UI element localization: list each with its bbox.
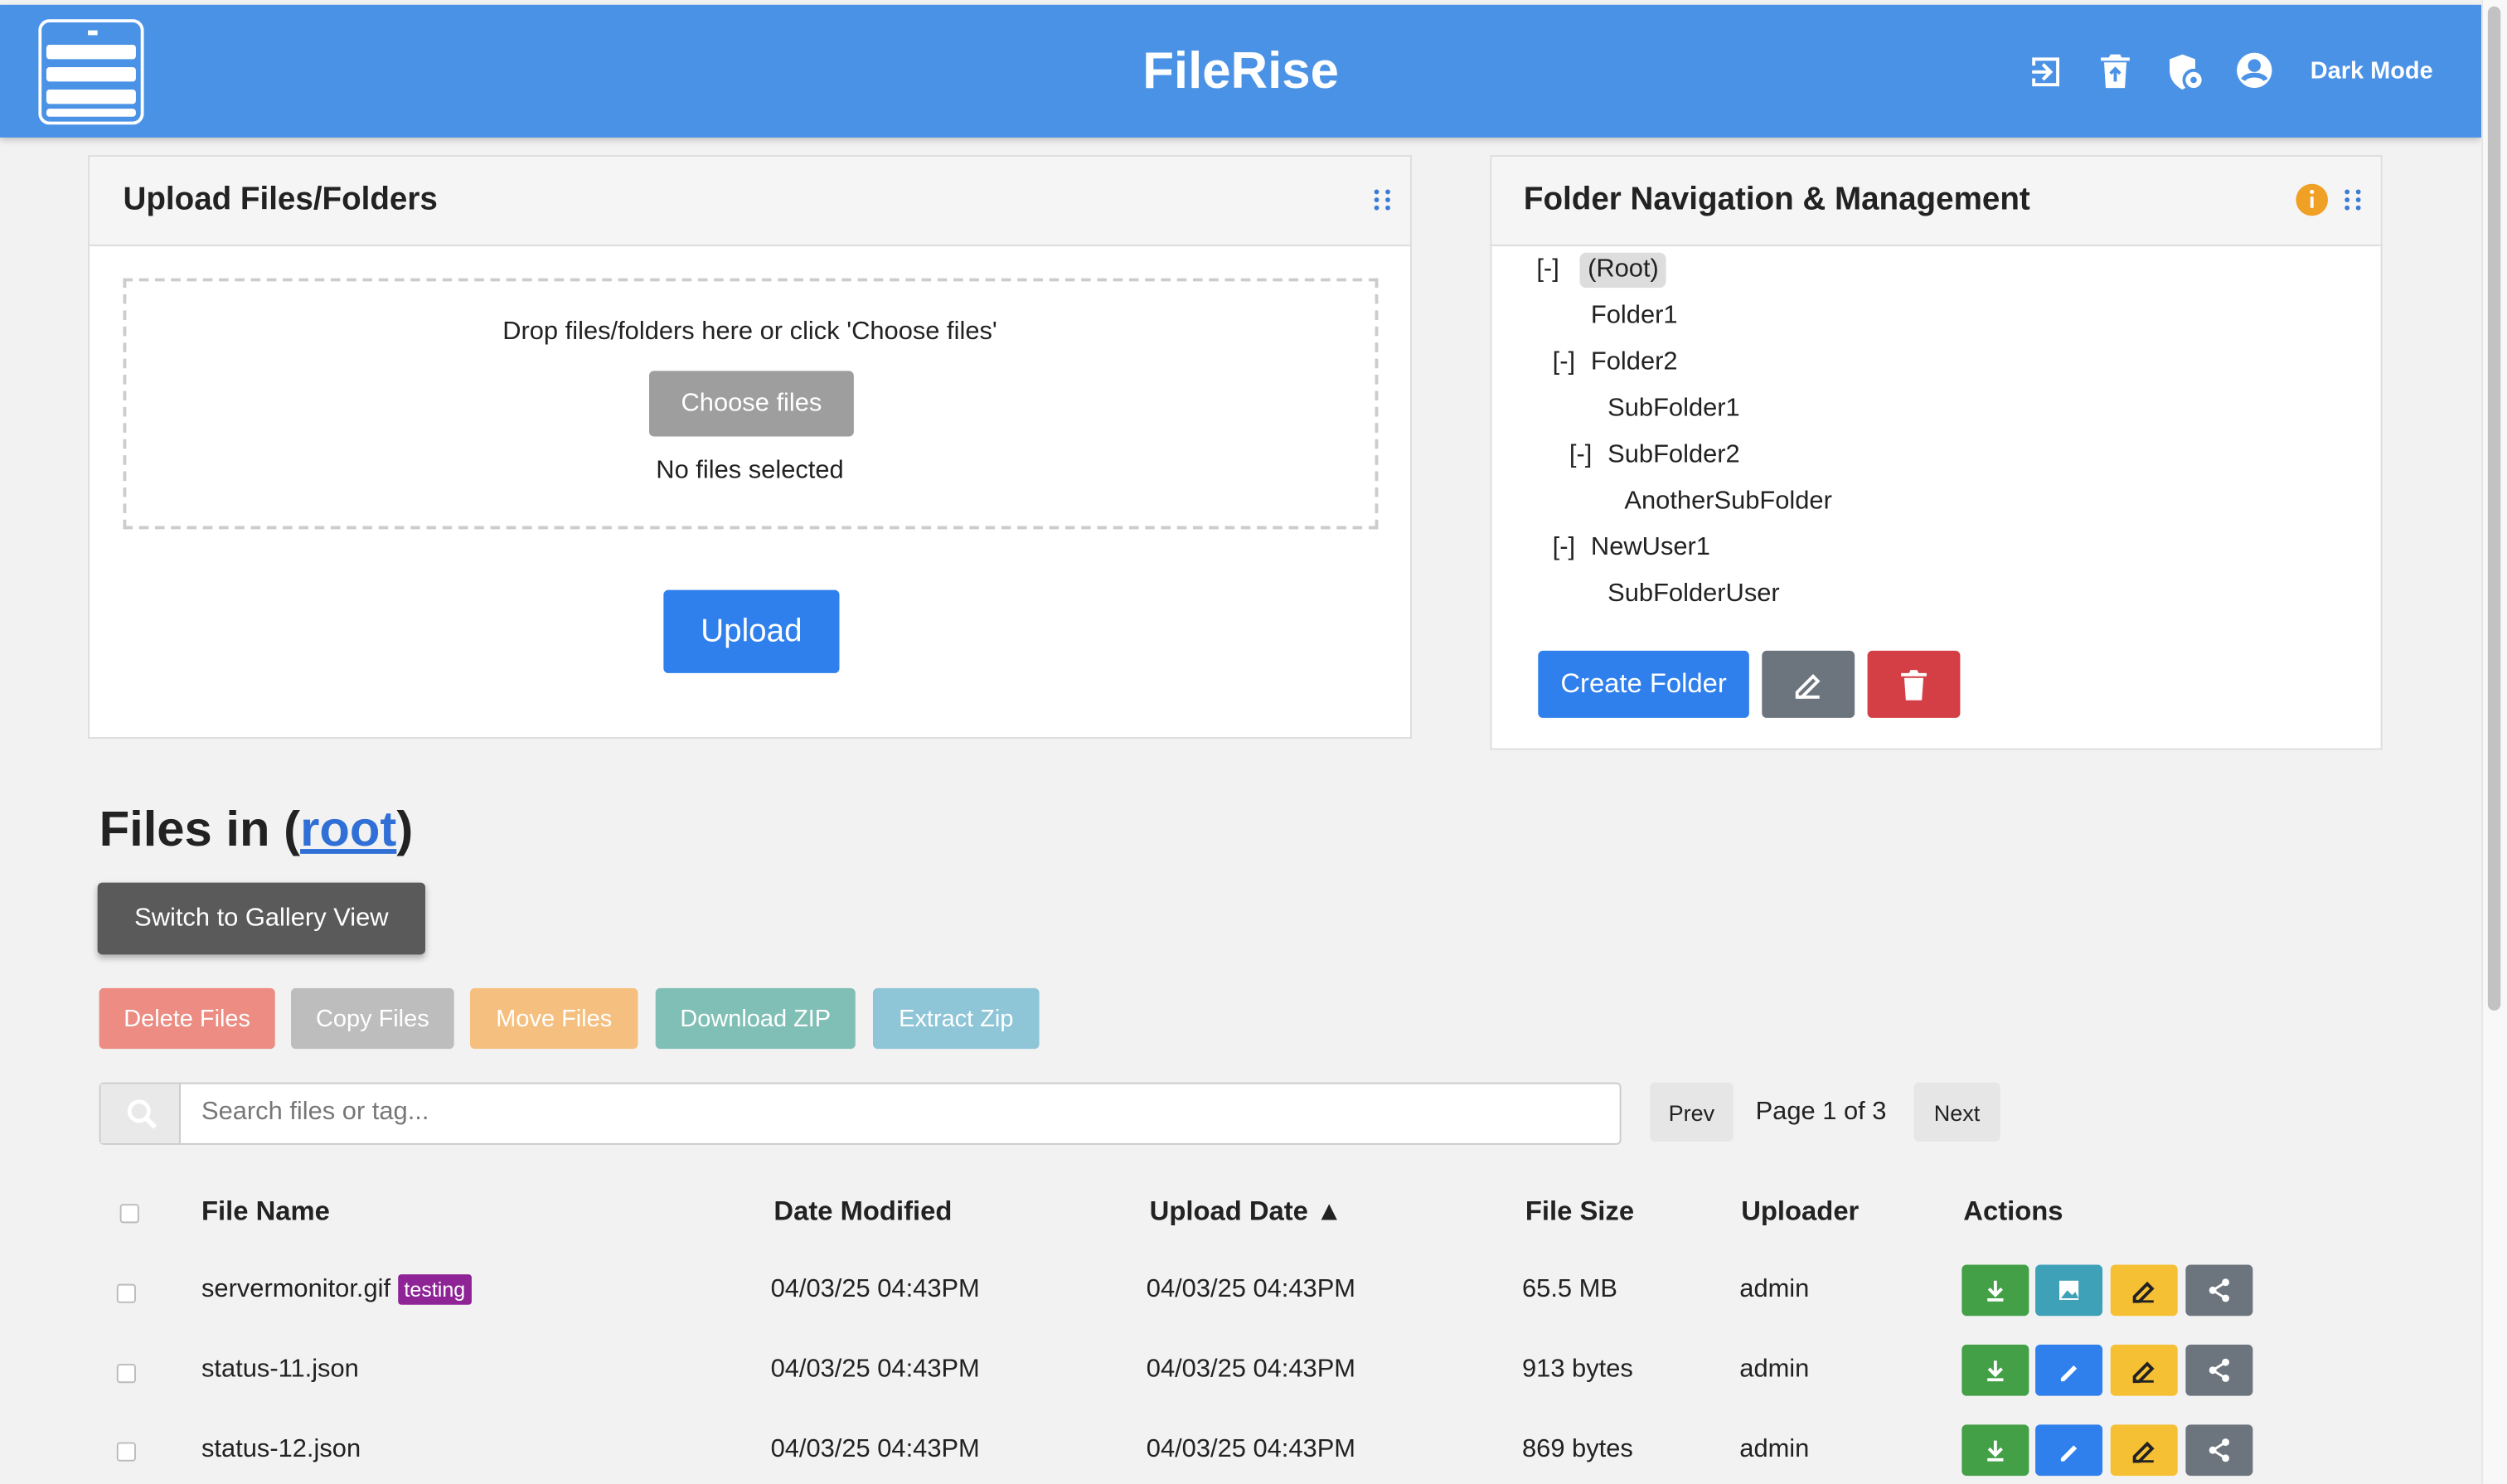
no-files-text: No files selected — [656, 457, 844, 485]
file-name-text[interactable]: servermonitor.gif — [201, 1275, 391, 1303]
tree-toggle[interactable]: [-] — [1552, 534, 1576, 561]
preview-button[interactable] — [2035, 1264, 2103, 1317]
folder-name[interactable]: NewUser1 — [1590, 534, 1710, 561]
copy-files-button[interactable]: Copy Files — [290, 987, 454, 1050]
tree-toggle[interactable]: [-] — [1569, 441, 1593, 469]
date-modified: 04/03/25 04:43PM — [770, 1355, 980, 1384]
column-header[interactable]: File Size — [1525, 1195, 1635, 1227]
date-modified: 04/03/25 04:43PM — [770, 1275, 980, 1303]
folder-name[interactable]: (Root) — [1579, 252, 1667, 289]
tree-toggle[interactable]: [-] — [1536, 255, 1559, 284]
dark-mode-toggle[interactable]: Dark Mode — [2310, 57, 2433, 85]
date-modified: 04/03/25 04:43PM — [770, 1435, 980, 1463]
extract-zip-button[interactable]: Extract Zip — [872, 987, 1040, 1050]
share-button[interactable] — [2185, 1344, 2253, 1396]
delete-files-button[interactable]: Delete Files — [99, 987, 275, 1050]
heading-prefix: Files in ( — [99, 801, 301, 857]
delete-folder-button[interactable] — [1867, 650, 1961, 718]
column-header[interactable]: Upload Date ▲ — [1149, 1195, 1343, 1227]
column-header[interactable]: Actions — [1963, 1195, 2063, 1227]
rename-button[interactable] — [2110, 1344, 2178, 1396]
logo[interactable] — [38, 19, 144, 125]
search-box[interactable] — [99, 1082, 1622, 1145]
prev-button[interactable]: Prev — [1650, 1082, 1734, 1142]
logout-icon[interactable] — [2027, 53, 2065, 91]
trash-icon[interactable] — [2099, 53, 2131, 91]
rename-folder-button[interactable] — [1762, 650, 1855, 718]
heading-suffix: ) — [396, 801, 414, 857]
upload-card: Upload Files/Folders Drop files/folders … — [88, 155, 1412, 739]
column-header[interactable]: Uploader — [1741, 1195, 1860, 1227]
file-name[interactable]: status-12.json — [201, 1435, 361, 1463]
search-icon-box — [100, 1084, 181, 1143]
tree-toggle[interactable]: [-] — [1552, 348, 1576, 376]
edit-button[interactable] — [2035, 1424, 2103, 1477]
edit-button[interactable] — [2035, 1344, 2103, 1396]
share-button[interactable] — [2185, 1424, 2253, 1477]
download-button[interactable] — [1961, 1344, 2029, 1396]
uploader: admin — [1739, 1435, 1810, 1463]
root-link[interactable]: root — [300, 801, 397, 857]
download-button[interactable] — [1961, 1424, 2029, 1477]
upload-date: 04/03/25 04:43PM — [1146, 1435, 1355, 1463]
drop-zone[interactable] — [123, 278, 1379, 530]
page-indicator: Page 1 of 3 — [1755, 1098, 1887, 1126]
select-all-checkbox[interactable] — [119, 1204, 139, 1224]
download-zip-button[interactable]: Download ZIP — [655, 987, 856, 1050]
file-tag: testing — [397, 1274, 472, 1305]
files-heading: Files in (root) — [99, 804, 414, 854]
uploader: admin — [1739, 1355, 1810, 1384]
rename-button[interactable] — [2110, 1424, 2178, 1477]
app-title: FileRise — [1142, 41, 1339, 99]
column-header[interactable]: File Name — [201, 1195, 330, 1227]
create-folder-button[interactable]: Create Folder — [1538, 650, 1749, 718]
upload-date: 04/03/25 04:43PM — [1146, 1275, 1355, 1303]
move-files-button[interactable]: Move Files — [469, 987, 638, 1050]
folder-name[interactable]: SubFolder1 — [1607, 395, 1740, 423]
file-name[interactable]: servermonitor.gif testing — [201, 1274, 472, 1305]
download-button[interactable] — [1961, 1264, 2029, 1317]
file-size: 65.5 MB — [1521, 1275, 1617, 1303]
card-header — [89, 156, 1410, 246]
drop-text: Drop files/folders here or click 'Choose… — [502, 318, 997, 346]
folder-name[interactable]: SubFolderUser — [1607, 580, 1780, 608]
share-button[interactable] — [2185, 1264, 2253, 1317]
gallery-view-button[interactable]: Switch to Gallery View — [97, 882, 425, 955]
row-checkbox[interactable] — [116, 1442, 136, 1462]
next-button[interactable]: Next — [1913, 1082, 2000, 1142]
upload-button[interactable]: Upload — [663, 589, 840, 673]
header — [0, 4, 2482, 138]
row-checkbox[interactable] — [116, 1364, 136, 1384]
file-name[interactable]: status-11.json — [201, 1355, 359, 1384]
info-icon[interactable] — [2294, 182, 2329, 217]
card-title: Upload Files/Folders — [123, 182, 438, 218]
user-icon[interactable] — [2237, 52, 2272, 89]
column-header[interactable]: Date Modified — [773, 1195, 953, 1227]
drag-handle[interactable] — [1374, 189, 1393, 211]
row-checkbox[interactable] — [116, 1283, 136, 1303]
folder-name[interactable]: Folder1 — [1590, 302, 1678, 330]
folder-name[interactable]: AnotherSubFolder — [1624, 487, 1832, 515]
folder-name[interactable]: Folder2 — [1590, 348, 1678, 376]
scroll-thumb[interactable] — [2487, 6, 2501, 1011]
drag-handle[interactable] — [2344, 189, 2363, 211]
choose-files-button[interactable]: Choose files — [648, 371, 854, 437]
upload-date: 04/03/25 04:43PM — [1146, 1355, 1355, 1384]
folder-card: Folder Navigation & Management [-] (Root)… — [1490, 155, 2383, 750]
file-size: 913 bytes — [1521, 1355, 1633, 1384]
admin-icon[interactable] — [2166, 53, 2205, 91]
search-placeholder: Search files or tag... — [201, 1098, 429, 1126]
file-size: 869 bytes — [1521, 1435, 1633, 1463]
uploader: admin — [1739, 1275, 1810, 1303]
rename-button[interactable] — [2110, 1264, 2178, 1317]
folder-name[interactable]: SubFolder2 — [1607, 441, 1740, 469]
card-header — [1491, 156, 2381, 246]
card-title: Folder Navigation & Management — [1523, 182, 2030, 218]
